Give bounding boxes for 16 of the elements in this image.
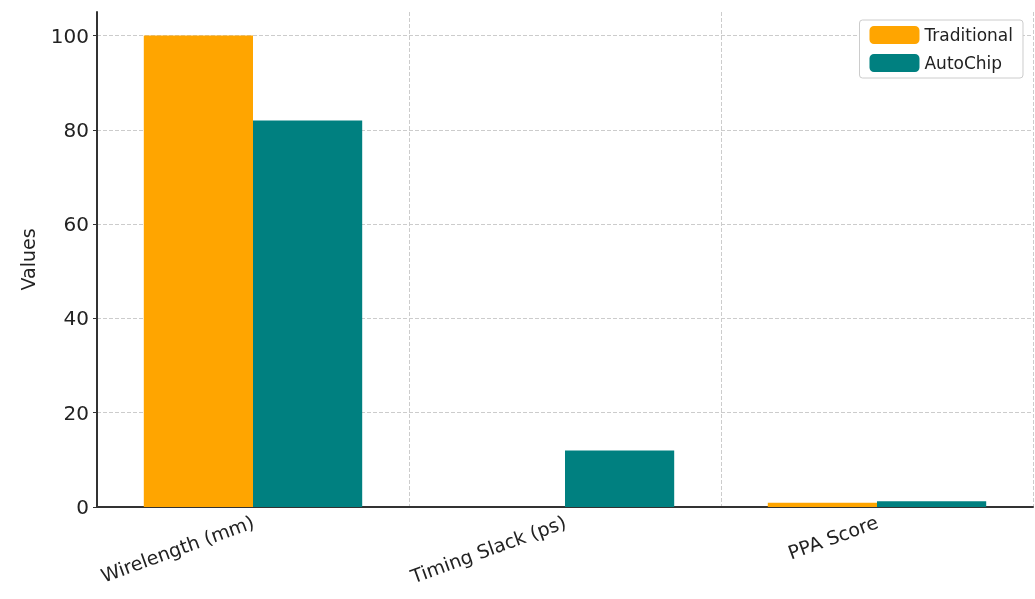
legend-label: AutoChip (924, 53, 1003, 73)
bar (253, 120, 363, 507)
y-tick-label: 40 (63, 306, 89, 331)
bar (767, 502, 877, 507)
x-tick-label: Timing Slack (ps) (406, 510, 569, 588)
y-tick-label: 0 (76, 495, 89, 519)
bar (565, 450, 675, 507)
y-tick-label: 100 (50, 23, 89, 48)
bar (877, 501, 987, 507)
x-tick-label: PPA Score (784, 510, 881, 564)
y-tick-label: 60 (63, 212, 89, 237)
y-axis-title: Values (16, 228, 39, 291)
legend-label: Traditional (923, 25, 1013, 45)
y-tick-label: 80 (63, 117, 89, 142)
y-tick-label: 20 (63, 400, 89, 425)
bar (143, 35, 253, 507)
